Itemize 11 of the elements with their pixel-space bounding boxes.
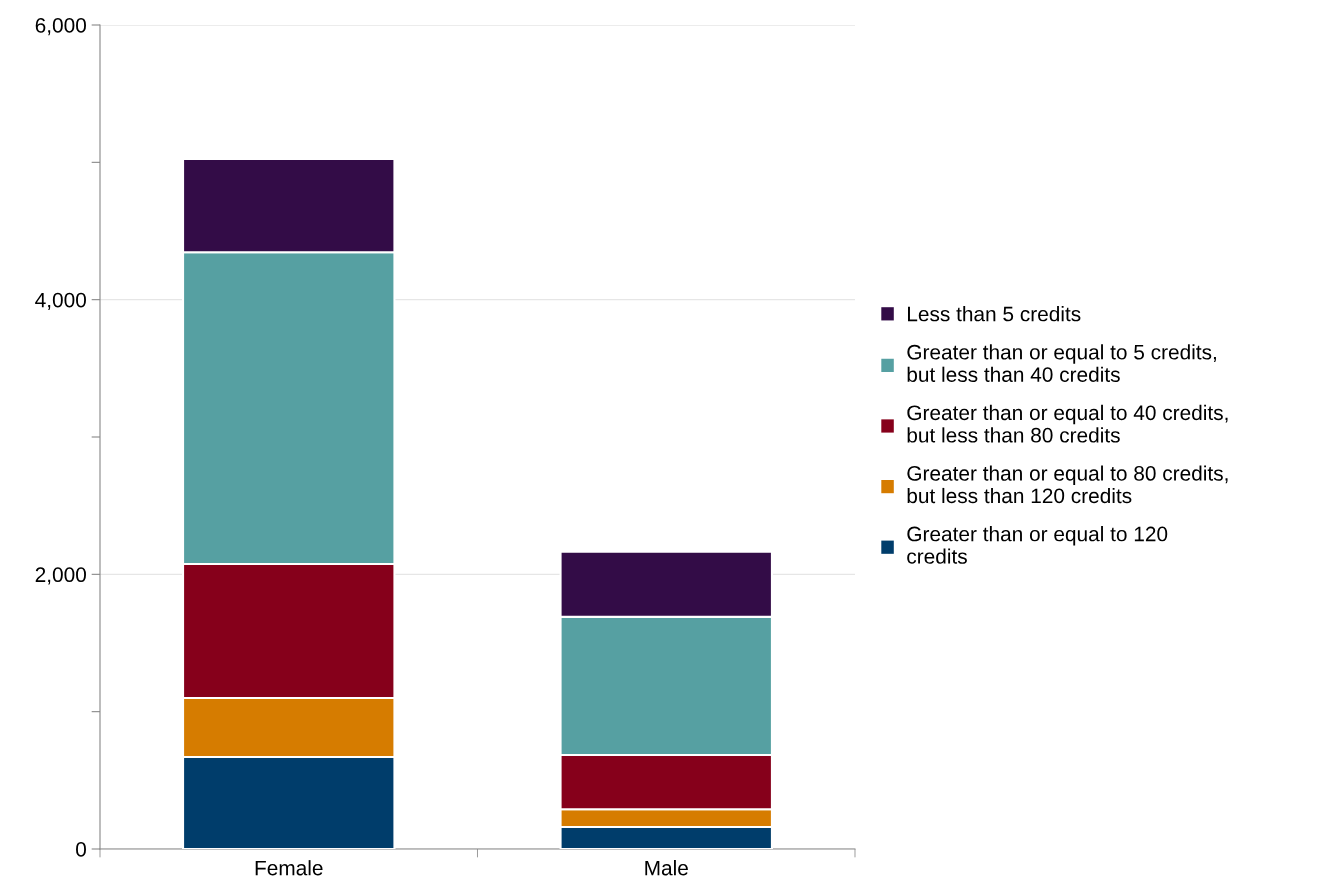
- y-tick-label: 2,000: [35, 567, 86, 585]
- y-tick-label: 6,000: [35, 18, 86, 36]
- y-tick-label: 0: [76, 842, 86, 857]
- y-tick-label: 4,000: [35, 292, 86, 310]
- x-tick-label: Male: [645, 860, 688, 876]
- legend-label: Greater than or equal to 5 credits, but less than 40 credits: [907, 344, 1216, 382]
- legend-label: Greater than or equal to 80 credits, but less than 120 credits: [907, 465, 1228, 504]
- legend-label: Greater than or equal to 40 credits, but less than 80 credits: [907, 404, 1228, 443]
- legend-label: Less than 5 credits: [908, 306, 1081, 322]
- legend-label: Greater than or equal to 120 credits: [907, 526, 1168, 564]
- x-tick-label: Female: [255, 860, 323, 876]
